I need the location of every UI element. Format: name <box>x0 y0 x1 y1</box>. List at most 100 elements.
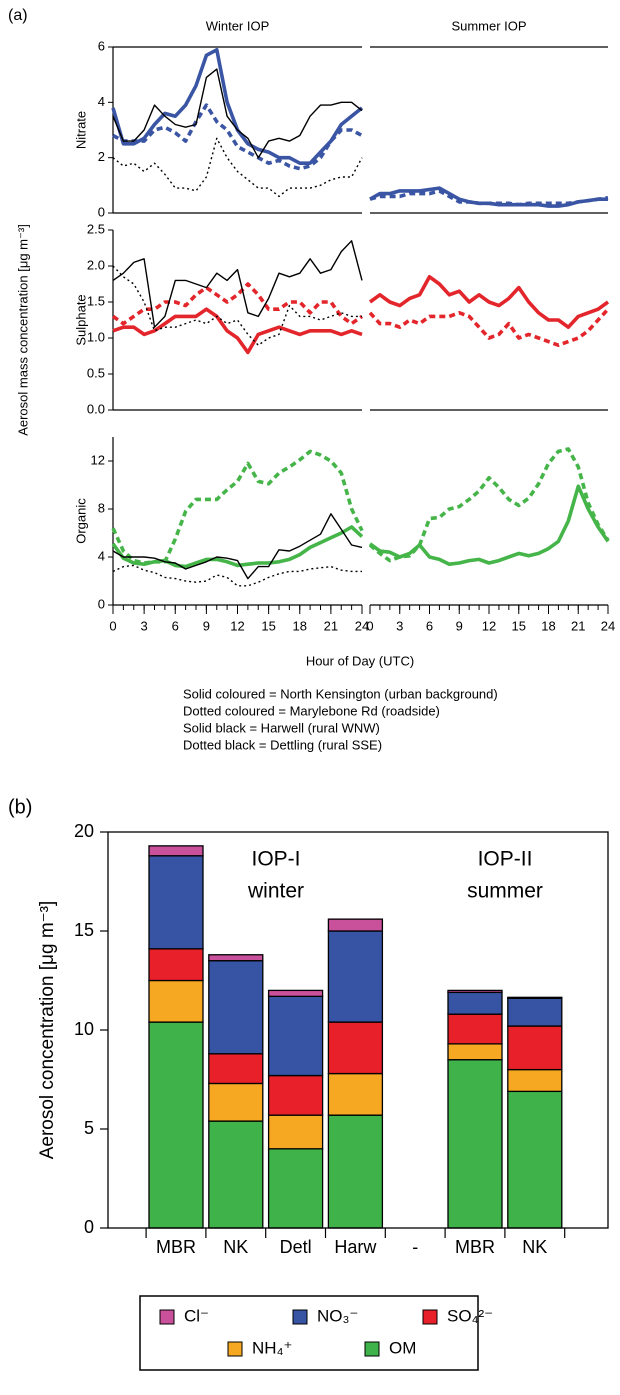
bar-segment <box>507 1090 563 1229</box>
x-tick-label: 9 <box>456 618 463 633</box>
x-tick-label: - <box>412 1237 418 1257</box>
x-tick-label: NK <box>522 1237 547 1257</box>
line-series <box>112 68 363 159</box>
x-tick-label: 12 <box>482 618 496 633</box>
bar-segment <box>447 1043 503 1061</box>
y-tick-label: 0 <box>98 596 105 611</box>
bar-segment <box>267 989 324 997</box>
legend-label: OM <box>389 1338 416 1357</box>
x-tick-label: 18 <box>293 618 307 633</box>
bar-segment <box>148 845 204 857</box>
bar-segment <box>327 918 384 932</box>
x-tick-label: 15 <box>261 618 275 633</box>
y-tick-label: 20 <box>74 821 94 841</box>
legend-swatch <box>227 1341 243 1357</box>
y-tick-label: 12 <box>91 452 105 467</box>
x-tick-label: 0 <box>109 618 116 633</box>
row-label: Sulphate <box>73 294 88 345</box>
line-series <box>368 484 610 566</box>
bar-segment <box>507 1068 563 1093</box>
panel-title: Winter IOP <box>206 18 270 33</box>
legend-swatch <box>364 1341 380 1357</box>
row-label: Nitrate <box>73 111 88 149</box>
bar-segment <box>208 1053 264 1085</box>
line-series <box>111 449 364 565</box>
bar-segment <box>447 1013 503 1045</box>
line-series <box>112 240 363 328</box>
annotation: IOP-I <box>251 848 300 871</box>
bar-segment <box>507 996 563 999</box>
y-tick-label: 0 <box>98 204 105 219</box>
panel-label: (b) <box>8 796 32 818</box>
x-tick-label: 24 <box>601 618 615 633</box>
x-tick-label: 3 <box>396 618 403 633</box>
x-tick-label: Harw <box>334 1237 377 1257</box>
panel-label: (a) <box>8 7 28 24</box>
bar-segment <box>327 1114 384 1229</box>
line-series <box>368 447 610 563</box>
bar-segment <box>507 997 563 1027</box>
bar-segment <box>208 960 264 1055</box>
y-tick-label: 0.5 <box>87 365 105 380</box>
legend-label: NH₄⁺ <box>252 1338 292 1357</box>
line-series <box>112 564 362 587</box>
bar-segment <box>447 989 503 994</box>
y-tick-label: 0.0 <box>87 401 105 416</box>
y-tick-label: 1.5 <box>87 293 105 308</box>
legend-swatch <box>292 1309 308 1325</box>
y-axis-label: Aerosol mass concentration [μg m⁻³] <box>15 224 30 436</box>
y-tick-label: 15 <box>74 920 94 940</box>
bar-segment <box>148 1021 204 1229</box>
bar-segment <box>208 1082 264 1122</box>
annotation: IOP-II <box>478 848 533 871</box>
line-series <box>112 137 363 198</box>
y-axis-label: Aerosol concentration [μg m⁻³] <box>37 901 58 1160</box>
y-tick-label: 2.0 <box>87 257 105 272</box>
bar-segment <box>148 855 204 950</box>
bar-segment <box>267 1114 324 1150</box>
bar-segment <box>267 995 324 1077</box>
x-tick-label: 18 <box>541 618 555 633</box>
x-tick-label: 21 <box>324 618 338 633</box>
bar-segment <box>327 1072 384 1116</box>
bar-segment <box>267 1074 324 1116</box>
x-tick-label: 24 <box>355 618 369 633</box>
y-tick-label: 4 <box>98 548 105 563</box>
line-series <box>112 513 363 580</box>
x-tick-label: 6 <box>172 618 179 633</box>
x-tick-label: 12 <box>230 618 244 633</box>
line-series <box>368 307 610 347</box>
bar-segment <box>208 1120 264 1229</box>
legend-box <box>139 1295 479 1371</box>
y-tick-label: 5 <box>84 1118 94 1138</box>
note: Solid coloured = North Kensington (urban… <box>183 686 498 701</box>
x-tick-label: 15 <box>512 618 526 633</box>
note: Dotted black = Dettling (rural SSE) <box>183 737 382 752</box>
bar-segment <box>507 1025 563 1071</box>
row-label: Organic <box>73 498 88 544</box>
note: Dotted coloured = Marylebone Rd (roadsid… <box>183 703 440 718</box>
y-tick-label: 1.0 <box>87 329 105 344</box>
x-tick-label: 3 <box>141 618 148 633</box>
bar-segment <box>148 979 204 1023</box>
legend-label: SO₄²⁻ <box>447 1306 493 1325</box>
x-tick-label: NK <box>223 1237 248 1257</box>
note: Solid black = Harwell (rural WNW) <box>183 720 380 735</box>
line-series <box>111 48 364 165</box>
y-tick-label: 6 <box>98 38 105 53</box>
y-tick-label: 2.5 <box>87 221 105 236</box>
panel-title: Summer IOP <box>451 18 526 33</box>
bar-segment <box>327 930 384 1023</box>
x-tick-label: Detl <box>280 1237 312 1257</box>
plot-frame <box>107 831 609 1229</box>
bar-segment <box>267 1148 324 1229</box>
legend-label: Cl⁻ <box>184 1306 209 1325</box>
y-tick-label: 0 <box>84 1217 94 1237</box>
bar-segment <box>447 1059 503 1229</box>
line-series <box>112 307 363 355</box>
x-axis-label: Hour of Day (UTC) <box>306 653 414 668</box>
bar-segment <box>208 954 264 962</box>
x-tick-label: 9 <box>203 618 210 633</box>
line-series <box>369 189 609 207</box>
